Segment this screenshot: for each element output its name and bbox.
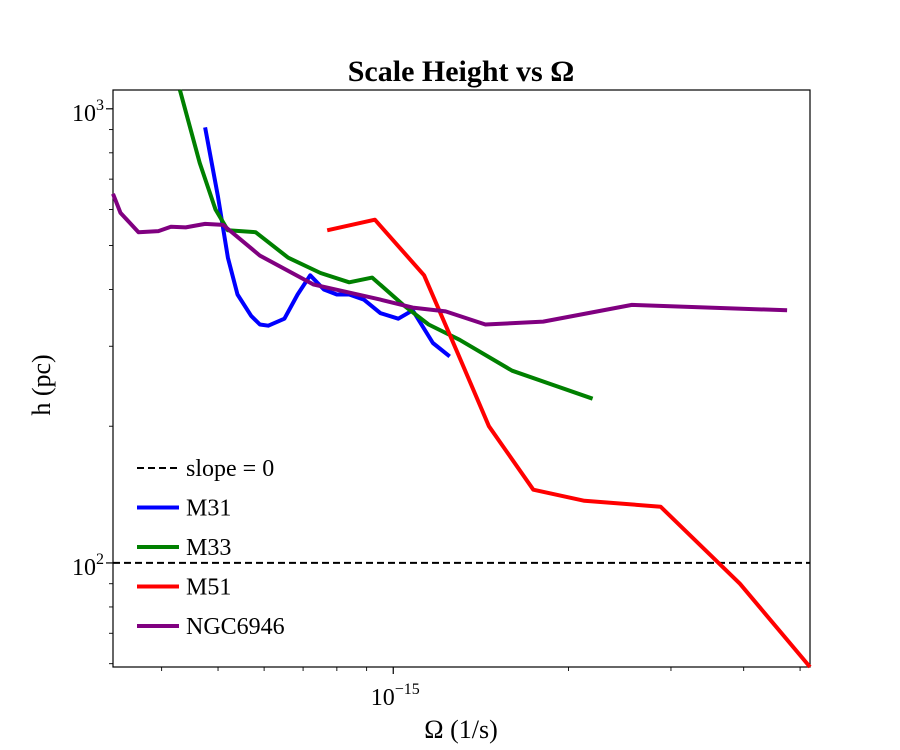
legend-label-m51: M51 xyxy=(186,575,231,601)
legend-label-m31: M31 xyxy=(186,496,231,522)
legend-label-m33: M33 xyxy=(186,535,231,561)
x-axis-label: Ω (1/s) xyxy=(424,715,497,744)
axes-ticks: 102 103 10−15 xyxy=(72,97,801,711)
series-line-m31 xyxy=(203,127,451,358)
series-line-m51 xyxy=(326,217,812,669)
chart-title: Scale Height vs Ω xyxy=(348,55,575,88)
legend-label-slope-0: slope = 0 xyxy=(186,456,274,482)
plot-area xyxy=(111,89,812,669)
series-line-ngc6946 xyxy=(111,193,788,327)
legend: slope = 0 M31 M33 M51 NGC6946 xyxy=(137,456,285,640)
y-tick-label: 102 xyxy=(72,551,104,581)
series-line-m33 xyxy=(177,89,594,401)
x-tick-label: 10−15 xyxy=(371,681,420,711)
y-axis-label: h (pc) xyxy=(27,354,56,415)
y-tick-label: 103 xyxy=(72,97,104,127)
legend-label-ngc6946: NGC6946 xyxy=(186,614,285,640)
plot-frame xyxy=(112,89,811,668)
